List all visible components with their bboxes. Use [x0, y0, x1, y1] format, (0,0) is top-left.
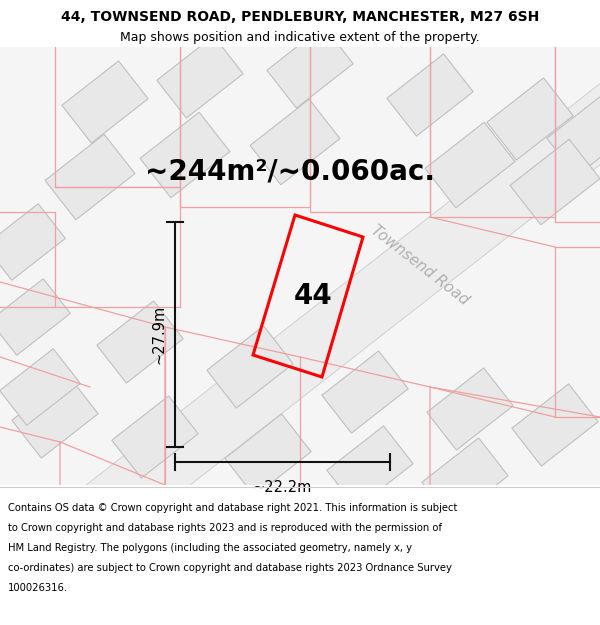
Text: Townsend Road: Townsend Road	[368, 222, 472, 308]
Polygon shape	[427, 368, 513, 450]
Polygon shape	[62, 61, 148, 143]
Text: co-ordinates) are subject to Crown copyright and database rights 2023 Ordnance S: co-ordinates) are subject to Crown copyr…	[8, 563, 452, 573]
Polygon shape	[207, 326, 293, 408]
Polygon shape	[250, 99, 340, 185]
Polygon shape	[0, 349, 80, 425]
Text: 100026316.: 100026316.	[8, 583, 68, 593]
Polygon shape	[512, 384, 598, 466]
Text: to Crown copyright and database rights 2023 and is reproduced with the permissio: to Crown copyright and database rights 2…	[8, 523, 442, 533]
Text: ~22.2m: ~22.2m	[253, 480, 312, 495]
Polygon shape	[422, 438, 508, 520]
Polygon shape	[327, 426, 413, 508]
Polygon shape	[140, 112, 230, 198]
Polygon shape	[157, 36, 243, 118]
Text: ~244m²/~0.060ac.: ~244m²/~0.060ac.	[145, 158, 435, 186]
Polygon shape	[322, 351, 408, 433]
Polygon shape	[267, 26, 353, 108]
Text: Contains OS data © Crown copyright and database right 2021. This information is : Contains OS data © Crown copyright and d…	[8, 503, 457, 513]
Polygon shape	[0, 204, 65, 280]
Text: ~27.9m: ~27.9m	[151, 305, 167, 364]
Polygon shape	[16, 0, 600, 590]
Polygon shape	[547, 94, 600, 176]
Text: Map shows position and indicative extent of the property.: Map shows position and indicative extent…	[120, 31, 480, 44]
Polygon shape	[225, 414, 311, 496]
Polygon shape	[45, 134, 135, 220]
Polygon shape	[510, 139, 600, 225]
Polygon shape	[112, 396, 198, 478]
Text: 44, TOWNSEND ROAD, PENDLEBURY, MANCHESTER, M27 6SH: 44, TOWNSEND ROAD, PENDLEBURY, MANCHESTE…	[61, 11, 539, 24]
Polygon shape	[12, 376, 98, 458]
Polygon shape	[425, 122, 515, 208]
Text: 44: 44	[294, 282, 332, 310]
Text: HM Land Registry. The polygons (including the associated geometry, namely x, y: HM Land Registry. The polygons (includin…	[8, 543, 412, 553]
Polygon shape	[0, 279, 70, 355]
Polygon shape	[487, 78, 573, 160]
Polygon shape	[97, 301, 183, 383]
Polygon shape	[387, 54, 473, 136]
